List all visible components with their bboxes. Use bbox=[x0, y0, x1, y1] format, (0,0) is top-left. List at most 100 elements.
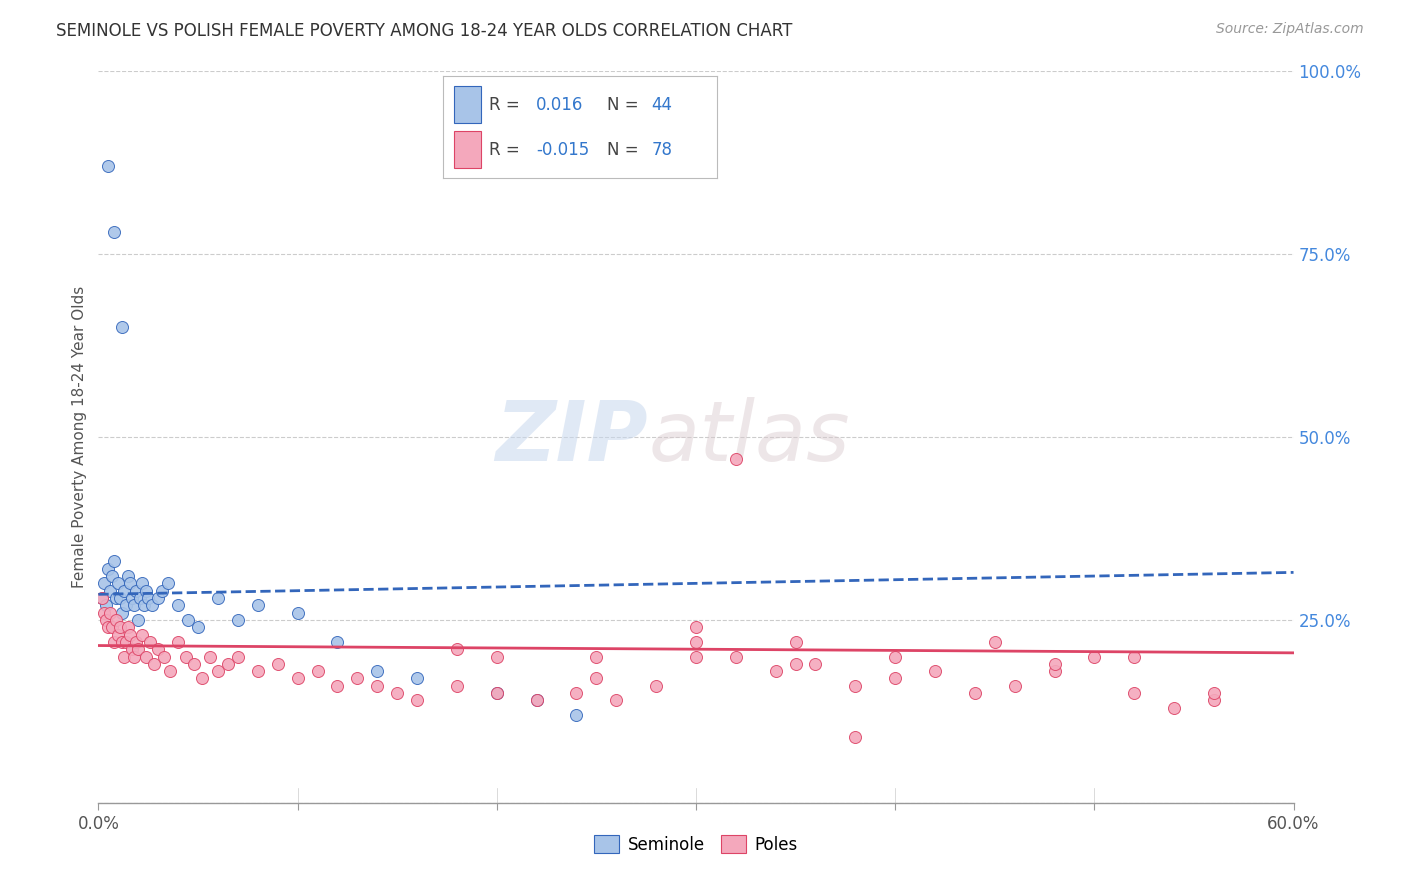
Point bbox=[117, 620, 139, 634]
Point bbox=[485, 686, 508, 700]
Point bbox=[107, 627, 129, 641]
Point bbox=[217, 657, 239, 671]
Text: R =: R = bbox=[489, 141, 526, 159]
Point bbox=[141, 599, 163, 613]
Point bbox=[96, 599, 118, 613]
Point bbox=[785, 657, 807, 671]
Point bbox=[120, 627, 142, 641]
FancyBboxPatch shape bbox=[454, 87, 481, 123]
Point bbox=[121, 642, 143, 657]
Point bbox=[153, 649, 176, 664]
Text: R =: R = bbox=[489, 95, 526, 113]
Point bbox=[125, 635, 148, 649]
Point bbox=[246, 599, 269, 613]
Text: 78: 78 bbox=[651, 141, 672, 159]
Point bbox=[565, 686, 588, 700]
Point bbox=[844, 730, 866, 744]
Point bbox=[117, 569, 139, 583]
Point bbox=[366, 679, 388, 693]
Point bbox=[97, 160, 120, 174]
Point bbox=[1123, 649, 1146, 664]
Point bbox=[177, 613, 200, 627]
Point bbox=[93, 576, 115, 591]
Point bbox=[183, 657, 205, 671]
Point bbox=[1043, 657, 1066, 671]
Point bbox=[585, 672, 607, 686]
Point bbox=[287, 606, 309, 620]
Point bbox=[107, 576, 129, 591]
Text: ZIP: ZIP bbox=[495, 397, 648, 477]
Point bbox=[110, 591, 132, 605]
Point bbox=[226, 613, 249, 627]
Text: atlas: atlas bbox=[648, 397, 849, 477]
Text: -0.015: -0.015 bbox=[536, 141, 589, 159]
Point bbox=[135, 583, 157, 598]
Point bbox=[485, 649, 508, 664]
Point bbox=[135, 649, 157, 664]
Point bbox=[191, 672, 214, 686]
Point bbox=[724, 649, 747, 664]
Point bbox=[134, 599, 156, 613]
Point bbox=[884, 649, 907, 664]
Point bbox=[685, 649, 707, 664]
Text: 0.016: 0.016 bbox=[536, 95, 583, 113]
Point bbox=[346, 672, 368, 686]
Text: SEMINOLE VS POLISH FEMALE POVERTY AMONG 18-24 YEAR OLDS CORRELATION CHART: SEMINOLE VS POLISH FEMALE POVERTY AMONG … bbox=[56, 22, 793, 40]
Point bbox=[103, 554, 125, 568]
Point bbox=[131, 576, 153, 591]
Point bbox=[207, 664, 229, 678]
Point bbox=[98, 606, 122, 620]
Point bbox=[207, 591, 229, 605]
Point bbox=[406, 672, 429, 686]
Point bbox=[124, 599, 146, 613]
Point bbox=[150, 583, 173, 598]
Text: Source: ZipAtlas.com: Source: ZipAtlas.com bbox=[1216, 22, 1364, 37]
Point bbox=[1043, 664, 1066, 678]
Point bbox=[121, 591, 143, 605]
Point bbox=[91, 591, 114, 605]
Point bbox=[963, 686, 986, 700]
Point bbox=[93, 606, 115, 620]
Point bbox=[136, 591, 159, 605]
Point bbox=[97, 562, 120, 576]
Point bbox=[91, 591, 114, 605]
Point bbox=[111, 320, 134, 334]
Point bbox=[101, 620, 124, 634]
Point bbox=[1163, 700, 1185, 714]
Point bbox=[1004, 679, 1026, 693]
Point bbox=[112, 649, 135, 664]
Point bbox=[366, 664, 388, 678]
Point bbox=[446, 679, 468, 693]
Point bbox=[101, 569, 124, 583]
Point bbox=[115, 635, 138, 649]
Point bbox=[307, 664, 329, 678]
Point bbox=[785, 635, 807, 649]
Text: N =: N = bbox=[607, 95, 644, 113]
Point bbox=[1202, 693, 1225, 707]
Point bbox=[139, 635, 162, 649]
Point bbox=[148, 591, 170, 605]
Point bbox=[326, 679, 349, 693]
Point bbox=[105, 591, 128, 605]
Point bbox=[585, 649, 607, 664]
Point bbox=[167, 599, 190, 613]
Point bbox=[105, 613, 128, 627]
Point bbox=[645, 679, 668, 693]
Point bbox=[129, 591, 152, 605]
Point bbox=[187, 620, 209, 634]
Point bbox=[120, 576, 142, 591]
Point bbox=[526, 693, 548, 707]
Y-axis label: Female Poverty Among 18-24 Year Olds: Female Poverty Among 18-24 Year Olds bbox=[72, 286, 87, 588]
Point bbox=[406, 693, 429, 707]
Point bbox=[103, 635, 125, 649]
Point bbox=[446, 642, 468, 657]
Text: N =: N = bbox=[607, 141, 644, 159]
Point bbox=[1083, 649, 1105, 664]
Point bbox=[98, 583, 122, 598]
Point bbox=[605, 693, 627, 707]
Point bbox=[924, 664, 946, 678]
Point bbox=[565, 708, 588, 723]
Point bbox=[103, 225, 125, 239]
Point bbox=[111, 635, 134, 649]
Point bbox=[157, 576, 180, 591]
